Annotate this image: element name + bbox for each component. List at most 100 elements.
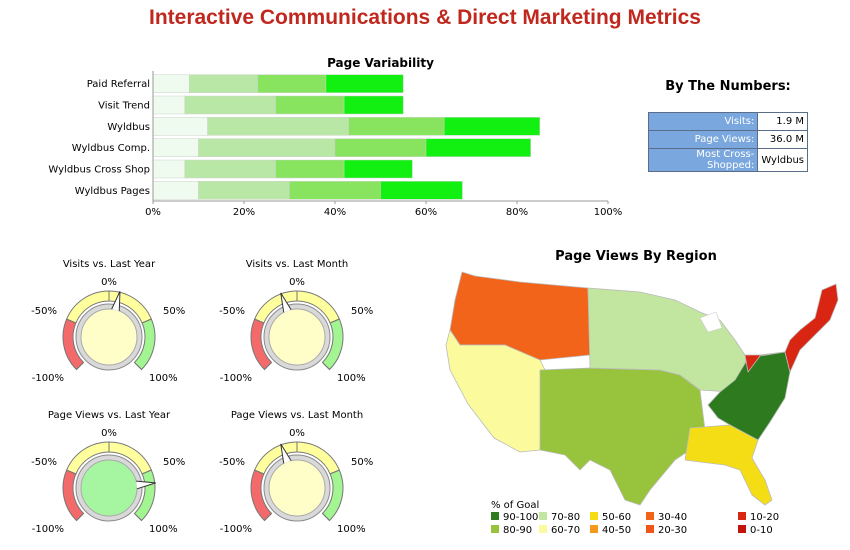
bar-segment	[152, 138, 199, 157]
gauge-tick	[254, 318, 265, 324]
gauge-needle	[111, 291, 121, 311]
gauge-tick	[66, 469, 77, 475]
map-region	[445, 329, 546, 453]
map-region	[744, 283, 839, 373]
gauge-needle	[280, 292, 292, 313]
bar-segment	[325, 74, 404, 93]
gauge-title: Page Views vs. Last Year	[48, 410, 171, 421]
bar-segment	[152, 117, 208, 136]
map-legend-label: 90-100	[503, 512, 538, 523]
gauge-scale-label: 100%	[149, 373, 178, 384]
gauge-title: Page Views vs. Last Month	[231, 410, 363, 421]
page-variability-chart: Page Variability Paid Referral Visit Trend…	[48, 56, 622, 218]
gauge-tick	[134, 362, 142, 370]
map-legend-swatch	[738, 525, 746, 533]
bar-category-label: Wyldbus Pages	[75, 186, 150, 197]
map-legend-swatch	[590, 512, 598, 520]
map-legend-label: 50-60	[602, 512, 631, 523]
bar-category-label: Wyldbus Cross Shop	[48, 165, 150, 176]
gauge-face	[80, 459, 138, 517]
gauge-scale-label: 100%	[149, 524, 178, 535]
bar-category-label: Paid Referral	[87, 79, 150, 90]
gauge-tick	[264, 362, 272, 370]
map-legend-label: 20-30	[658, 525, 687, 536]
map-legend-swatch	[590, 525, 598, 533]
gauge-scale-label: 50%	[351, 457, 373, 468]
bar-segment	[289, 181, 381, 200]
map-lake	[699, 311, 723, 333]
gauge-scale-label: -50%	[219, 457, 245, 468]
gauge-scale-label: -100%	[220, 524, 252, 535]
gauge-scale-label: -50%	[31, 457, 57, 468]
bar-segment	[343, 95, 404, 115]
numbers-row-page-views: Page Views: 36.0 M	[647, 130, 808, 149]
bar-x-tick-label: 100%	[594, 207, 623, 218]
gauge-scale-label: 0%	[101, 277, 117, 288]
map-legend-swatch	[491, 512, 499, 520]
bar-segment	[334, 138, 427, 157]
gauge-tick	[76, 362, 84, 370]
gauge-scale-label: 50%	[163, 306, 185, 317]
gauge-tick	[322, 513, 330, 521]
numbers-value: 1.9 M	[757, 112, 808, 131]
numbers-value: Wyldbus	[757, 148, 808, 172]
gauge-face	[268, 308, 326, 366]
gauge-scale-label: 0%	[289, 277, 305, 288]
gauge-tick	[329, 318, 340, 324]
numbers-row-visits: Visits: 1.9 M	[647, 112, 808, 131]
gauge-scale-label: -50%	[219, 306, 245, 317]
gauge-scale-label: -100%	[32, 373, 64, 384]
numbers-label: Most Cross-Shopped:	[647, 148, 759, 172]
bar-x-tick-label: 20%	[233, 207, 255, 218]
map-legend-swatch	[539, 525, 547, 533]
gauge-face	[80, 308, 138, 366]
bar-segment	[152, 95, 186, 115]
map-region	[539, 367, 706, 506]
bar-segment	[425, 138, 531, 157]
map-legend-title: % of Goal	[491, 500, 539, 511]
gauge-scale-label: 50%	[351, 306, 373, 317]
gauge-scale-label: 0%	[289, 428, 305, 439]
bar-segment	[257, 74, 327, 93]
gauge-needle	[136, 480, 156, 490]
numbers-label: Page Views:	[647, 130, 759, 149]
gauge-scale-label: 100%	[337, 524, 366, 535]
map-legend-swatch	[539, 512, 547, 520]
map-legend-swatch	[491, 525, 499, 533]
numbers-label: Visits:	[647, 112, 759, 131]
gauge-tick	[141, 469, 152, 475]
bar-segment	[343, 159, 413, 179]
gauge-tick	[322, 362, 330, 370]
map-legend-label: 0-10	[750, 525, 773, 536]
map-legend-label: 80-90	[503, 525, 532, 536]
bar-segment	[189, 74, 258, 93]
gauge-scale-label: -100%	[32, 524, 64, 535]
gauge-title: Visits vs. Last Year	[63, 259, 156, 270]
gauge-scale-label: 0%	[101, 428, 117, 439]
bar-x-tick-label: 60%	[415, 207, 437, 218]
gauge-tick	[264, 513, 272, 521]
bar-segment	[152, 74, 190, 93]
bar-x-tick-label: 40%	[324, 207, 346, 218]
gauge-scale-label: -50%	[31, 306, 57, 317]
bar-segment	[443, 117, 541, 136]
bar-segment	[184, 95, 277, 115]
bar-segment	[348, 117, 445, 136]
map-legend-label: 70-80	[551, 512, 580, 523]
map-title: Page Views By Region	[555, 249, 717, 264]
by-the-numbers-table: Visits: 1.9 M Page Views: 36.0 M Most Cr…	[647, 112, 808, 172]
gauge-tick	[254, 469, 265, 475]
gauge-scale-label: -100%	[220, 373, 252, 384]
map-legend-label: 10-20	[750, 512, 779, 523]
map-legend-swatch	[646, 512, 654, 520]
bar-segment	[198, 138, 336, 157]
bar-segment	[184, 159, 277, 179]
gauge-tick	[66, 318, 77, 324]
bar-segment	[207, 117, 349, 136]
bar-category-label: Wyldbus	[107, 122, 150, 133]
gauge-scale-label: 50%	[163, 457, 185, 468]
map-legend-label: 30-40	[658, 512, 687, 523]
gauge-needle	[280, 443, 292, 464]
by-the-numbers-title: By The Numbers:	[665, 79, 791, 94]
bar-category-label: Visit Trend	[98, 101, 150, 112]
